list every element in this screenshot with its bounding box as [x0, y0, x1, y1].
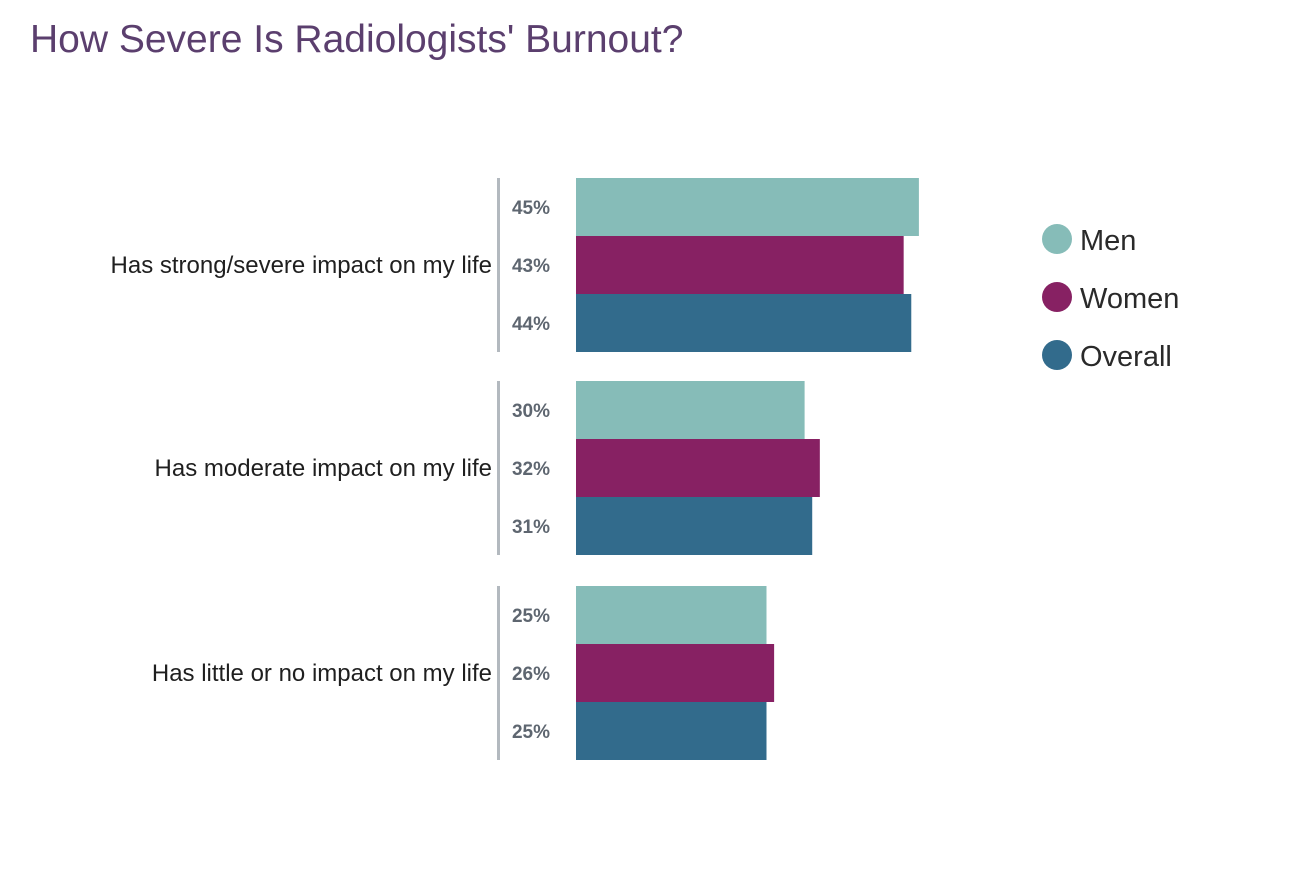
- bar-men-3: [576, 586, 767, 644]
- data-label: 30%: [512, 401, 550, 422]
- data-label: 25%: [512, 722, 550, 743]
- category-label: Has little or no impact on my life: [152, 660, 492, 687]
- legend-label-men: Men: [1080, 225, 1136, 257]
- data-label: 45%: [512, 198, 550, 219]
- bars-layer: [576, 178, 919, 760]
- bar-women-2: [576, 439, 820, 497]
- category-label: Has strong/severe impact on my life: [111, 252, 492, 279]
- bar-men-1: [576, 178, 919, 236]
- axis-layer: [497, 178, 500, 760]
- bar-overall-2: [576, 497, 813, 555]
- legend: Men Women Overall: [1042, 224, 1179, 373]
- bar-overall-1: [576, 294, 912, 352]
- data-label: 25%: [512, 606, 550, 627]
- legend-swatch-women: [1042, 282, 1072, 312]
- bar-men-2: [576, 381, 805, 439]
- legend-label-women: Women: [1080, 283, 1179, 315]
- group-separator: [497, 586, 500, 760]
- data-label: 43%: [512, 256, 550, 277]
- data-label: 26%: [512, 664, 550, 685]
- chart-title: How Severe Is Radiologists' Burnout?: [30, 18, 684, 61]
- bar-women-3: [576, 644, 775, 702]
- category-label: Has moderate impact on my life: [155, 455, 492, 482]
- bar-overall-3: [576, 702, 767, 760]
- labels-layer: Has strong/severe impact on my life 45% 43…: [111, 198, 551, 743]
- bar-women-1: [576, 236, 904, 294]
- data-label: 32%: [512, 459, 550, 480]
- legend-swatch-overall: [1042, 340, 1072, 370]
- group-separator: [497, 178, 500, 352]
- data-label: 44%: [512, 314, 550, 335]
- legend-label-overall: Overall: [1080, 341, 1172, 373]
- data-label: 31%: [512, 517, 550, 538]
- group-separator: [497, 381, 500, 555]
- legend-swatch-men: [1042, 224, 1072, 254]
